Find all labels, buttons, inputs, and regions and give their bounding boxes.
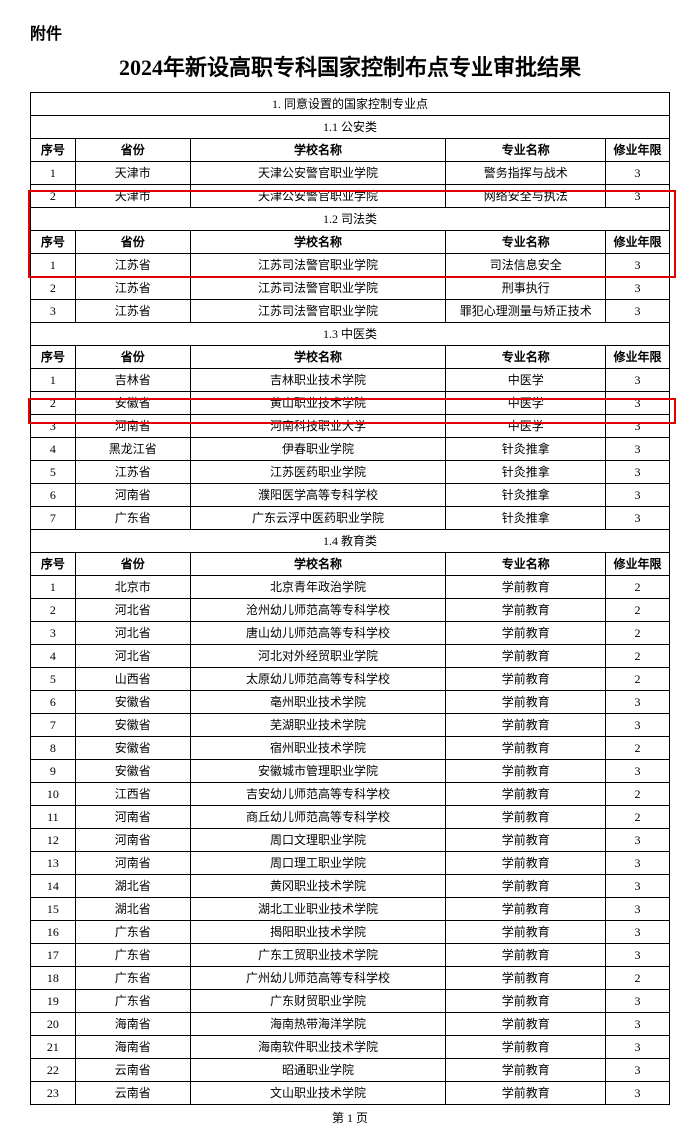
- table-row: 5江苏省江苏医药职业学院针灸推拿3: [31, 461, 670, 484]
- section-title: 1. 同意设置的国家控制专业点: [31, 93, 670, 116]
- col-header: 省份: [75, 139, 190, 162]
- col-header: 学校名称: [190, 231, 446, 254]
- col-header: 序号: [31, 231, 76, 254]
- table-row: 7广东省广东云浮中医药职业学院针灸推拿3: [31, 507, 670, 530]
- col-header: 序号: [31, 553, 76, 576]
- col-header: 序号: [31, 139, 76, 162]
- col-header: 修业年限: [606, 139, 670, 162]
- page: { "attachment_label": "附件", "title": "20…: [30, 20, 670, 1126]
- table-row: 3河南省河南科技职业大学中医学3: [31, 415, 670, 438]
- col-header: 专业名称: [446, 231, 606, 254]
- table-row: 18广东省广州幼儿师范高等专科学校学前教育2: [31, 967, 670, 990]
- table-row: 2河北省沧州幼儿师范高等专科学校学前教育2: [31, 599, 670, 622]
- table-row: 21海南省海南软件职业技术学院学前教育3: [31, 1036, 670, 1059]
- page-footer: 第 1 页: [30, 1109, 670, 1126]
- col-header: 学校名称: [190, 346, 446, 369]
- table-row: 6河南省濮阳医学高等专科学校针灸推拿3: [31, 484, 670, 507]
- col-header: 学校名称: [190, 553, 446, 576]
- table-row: 3河北省唐山幼儿师范高等专科学校学前教育2: [31, 622, 670, 645]
- table-row: 3江苏省江苏司法警官职业学院罪犯心理测量与矫正技术3: [31, 300, 670, 323]
- table-row: 22云南省昭通职业学院学前教育3: [31, 1059, 670, 1082]
- subsection-title: 1.4 教育类: [31, 530, 670, 553]
- table-row: 1吉林省吉林职业技术学院中医学3: [31, 369, 670, 392]
- table-row: 17广东省广东工贸职业技术学院学前教育3: [31, 944, 670, 967]
- table-row: 20海南省海南热带海洋学院学前教育3: [31, 1013, 670, 1036]
- col-header: 修业年限: [606, 346, 670, 369]
- col-header: 修业年限: [606, 553, 670, 576]
- table-row: 6安徽省亳州职业技术学院学前教育3: [31, 691, 670, 714]
- table-row: 19广东省广东财贸职业学院学前教育3: [31, 990, 670, 1013]
- table-row: 13河南省周口理工职业学院学前教育3: [31, 852, 670, 875]
- col-header: 序号: [31, 346, 76, 369]
- col-header: 专业名称: [446, 346, 606, 369]
- table-row: 5山西省太原幼儿师范高等专科学校学前教育2: [31, 668, 670, 691]
- table-row: 10江西省吉安幼儿师范高等专科学校学前教育2: [31, 783, 670, 806]
- subsection-title: 1.3 中医类: [31, 323, 670, 346]
- table-row: 4黑龙江省伊春职业学院针灸推拿3: [31, 438, 670, 461]
- col-header: 专业名称: [446, 553, 606, 576]
- page-title: 2024年新设高职专科国家控制布点专业审批结果: [30, 50, 670, 82]
- table-row: 11河南省商丘幼儿师范高等专科学校学前教育2: [31, 806, 670, 829]
- table-row: 9安徽省安徽城市管理职业学院学前教育3: [31, 760, 670, 783]
- table-row: 12河南省周口文理职业学院学前教育3: [31, 829, 670, 852]
- table-row: 2安徽省黄山职业技术学院中医学3: [31, 392, 670, 415]
- col-header: 省份: [75, 553, 190, 576]
- table-row: 1江苏省江苏司法警官职业学院司法信息安全3: [31, 254, 670, 277]
- table-row: 14湖北省黄冈职业技术学院学前教育3: [31, 875, 670, 898]
- table-row: 7安徽省芜湖职业技术学院学前教育3: [31, 714, 670, 737]
- table-row: 8安徽省宿州职业技术学院学前教育2: [31, 737, 670, 760]
- col-header: 省份: [75, 346, 190, 369]
- subsection-title: 1.2 司法类: [31, 208, 670, 231]
- col-header: 修业年限: [606, 231, 670, 254]
- col-header: 省份: [75, 231, 190, 254]
- table-row: 1天津市天津公安警官职业学院警务指挥与战术3: [31, 162, 670, 185]
- col-header: 学校名称: [190, 139, 446, 162]
- col-header: 专业名称: [446, 139, 606, 162]
- table-row: 15湖北省湖北工业职业技术学院学前教育3: [31, 898, 670, 921]
- main-table: 1. 同意设置的国家控制专业点1.1 公安类序号省份学校名称专业名称修业年限1天…: [30, 92, 670, 1105]
- table-row: 1北京市北京青年政治学院学前教育2: [31, 576, 670, 599]
- table-row: 16广东省揭阳职业技术学院学前教育3: [31, 921, 670, 944]
- table-row: 23云南省文山职业技术学院学前教育3: [31, 1082, 670, 1105]
- table-row: 2江苏省江苏司法警官职业学院刑事执行3: [31, 277, 670, 300]
- table-row: 2天津市天津公安警官职业学院网络安全与执法3: [31, 185, 670, 208]
- table-row: 4河北省河北对外经贸职业学院学前教育2: [31, 645, 670, 668]
- subsection-title: 1.1 公安类: [31, 116, 670, 139]
- attachment-label: 附件: [30, 20, 670, 44]
